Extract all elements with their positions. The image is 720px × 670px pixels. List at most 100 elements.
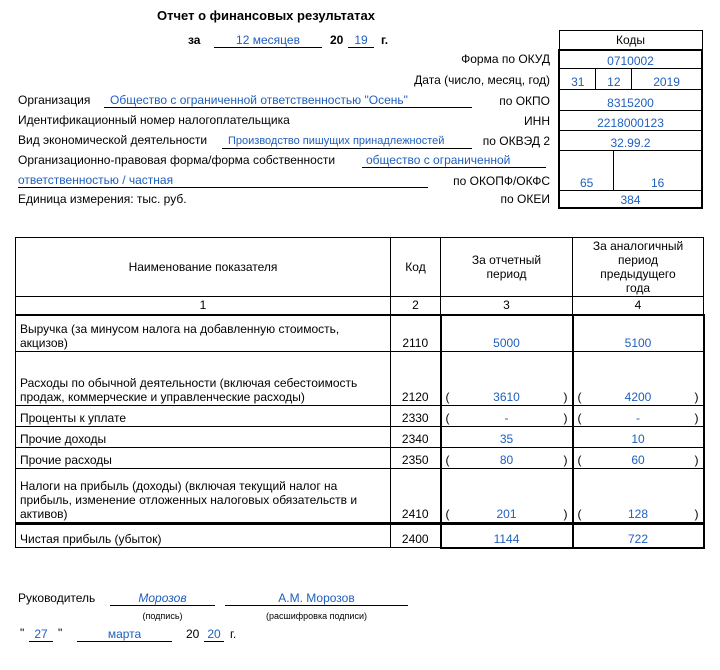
value-cell: 5000	[439, 313, 574, 352]
bracket: )	[694, 453, 699, 467]
value: -	[504, 411, 509, 425]
signature: Морозов	[110, 591, 215, 606]
value: 722	[627, 531, 649, 546]
codes-title: Коды	[558, 30, 703, 51]
year: 19	[348, 33, 374, 48]
value: 1144	[493, 531, 520, 546]
row-code: 2350	[390, 447, 441, 469]
code-value: 0710002	[558, 49, 703, 69]
bracket: )	[694, 507, 699, 521]
column-number: 3	[440, 296, 573, 315]
data-row: Прочие доходы 2340 35 10	[15, 426, 705, 448]
signer-name: А.М. Морозов	[225, 591, 408, 606]
value-box: 5000	[446, 336, 568, 350]
value-box: (201)	[446, 507, 568, 521]
activity: Производство пишущих принадлежностей	[222, 134, 472, 149]
row-code: 2120	[390, 351, 441, 406]
org-label: Организация	[18, 93, 91, 107]
value-box: 35	[446, 432, 568, 446]
row-name: Налоги на прибыль (доходы) (включая теку…	[15, 468, 391, 524]
code-row: 384	[558, 189, 703, 209]
bracket: (	[445, 411, 450, 425]
quote: "	[58, 626, 63, 640]
month: марта	[77, 627, 172, 642]
value: 5100	[624, 336, 652, 350]
value-box: (4200)	[578, 390, 699, 404]
value-cell: (4200)	[571, 351, 705, 406]
column-number: 1	[15, 296, 391, 315]
form-label: Организационно-правовая форма/форма собс…	[18, 153, 336, 167]
code-value: 31	[558, 67, 597, 90]
bracket: )	[563, 390, 568, 404]
row-code: 2330	[390, 405, 441, 427]
value-box: 1144	[446, 532, 568, 546]
value-cell: 722	[571, 522, 705, 549]
data-row: Прочие расходы 2350 (80)(60)	[15, 447, 705, 469]
value: 5000	[493, 336, 520, 350]
row-name: Прочие расходы	[15, 447, 391, 469]
code-row: 0710002	[558, 49, 703, 69]
title: Отчет о финансовых результатах	[157, 8, 375, 23]
value: 4200	[624, 390, 652, 404]
value: 3610	[493, 390, 520, 404]
bracket: )	[694, 411, 699, 425]
value: 35	[499, 432, 514, 446]
code-label: ИНН	[524, 114, 550, 128]
bracket: (	[445, 507, 450, 521]
bracket: (	[445, 453, 450, 467]
date-year-prefix: 20	[186, 627, 200, 641]
data-row: Проценты к уплате 2330 (-) (-)	[15, 405, 705, 427]
value-box: 5100	[578, 336, 699, 350]
code-value: 384	[558, 189, 703, 209]
code-value: 12	[595, 67, 633, 90]
row-code: 2410	[390, 468, 441, 524]
code-row: 65 16	[558, 149, 703, 191]
day: 27	[29, 627, 53, 642]
code-row: 32.99.2	[558, 129, 703, 151]
code-label: Дата (число, месяц, год)	[414, 73, 550, 87]
code-value: 2218000123	[558, 109, 703, 131]
code-value: 32.99.2	[558, 129, 703, 151]
role: Руководитель	[18, 591, 96, 605]
row-code: 2400	[390, 522, 441, 548]
unit: Единица измерения: тыс. руб.	[18, 192, 187, 206]
bracket: )	[563, 411, 568, 425]
code-label: по ОКПО	[499, 94, 550, 108]
row-code: 2110	[390, 313, 441, 352]
bracket: )	[563, 507, 568, 521]
name-caption: (расшифровка подписи)	[266, 611, 367, 621]
quote: "	[20, 626, 25, 640]
value: -	[636, 411, 640, 425]
value-cell: (-)	[571, 405, 705, 427]
bracket: (	[445, 390, 450, 404]
value-cell: 5100	[571, 313, 705, 352]
value-box: 722	[578, 532, 699, 546]
value-box: ( -)	[446, 411, 568, 425]
value-cell: (128)	[571, 468, 705, 524]
form-line2: ответственностью / частная	[18, 173, 428, 188]
value-box: (-)	[578, 411, 699, 425]
signature-caption: (подпись)	[142, 611, 183, 621]
data-row: Налоги на прибыль (доходы) (включая теку…	[15, 468, 705, 524]
value: 10	[631, 432, 645, 446]
data-row: Выручка (за минусом налога на добавленну…	[15, 313, 705, 352]
bracket: )	[563, 453, 568, 467]
code-value: 65	[558, 149, 615, 191]
activity-label: Вид экономической деятельности	[18, 133, 208, 147]
bracket: (	[577, 507, 582, 521]
value-cell: (3610)	[439, 351, 574, 406]
value: 80	[499, 453, 514, 467]
row-name: Чистая прибыль (убыток)	[15, 522, 391, 548]
header-row: Наименование показателя Код За отчетный пе…	[15, 237, 704, 297]
value-box: (128)	[578, 507, 699, 521]
code-label: по ОКОПФ/ОКФС	[453, 174, 550, 188]
bracket: )	[694, 390, 699, 404]
value-box: (3610)	[446, 390, 568, 404]
value-cell: 35	[439, 426, 574, 448]
value-cell: (60)	[571, 447, 705, 469]
data-row: Чистая прибыль (убыток) 2400 1144 722	[15, 522, 705, 549]
year-prefix: 20	[330, 33, 344, 47]
value: 201	[496, 507, 517, 521]
